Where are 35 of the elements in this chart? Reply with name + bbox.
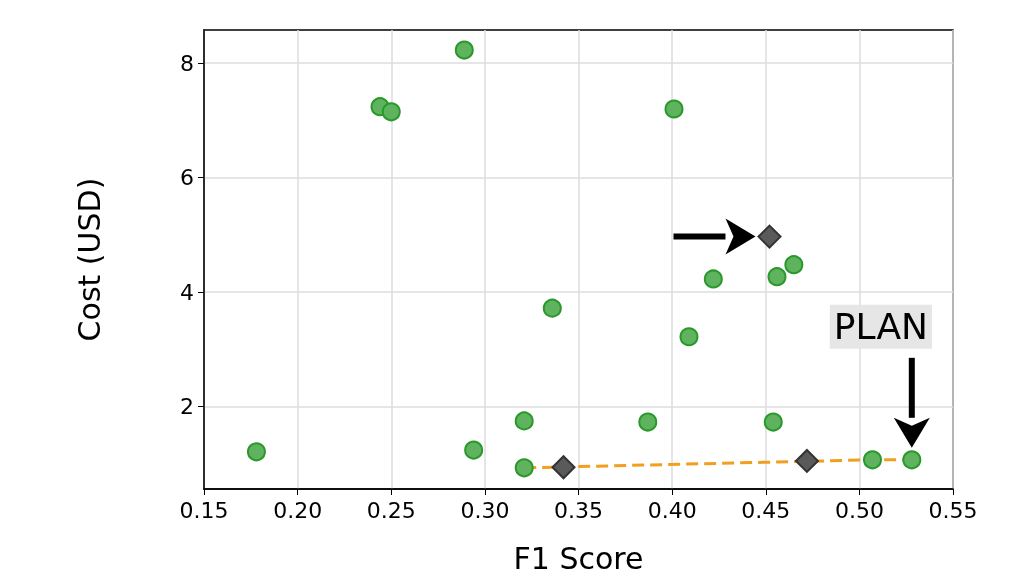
- point: [542, 298, 562, 318]
- point: [784, 255, 804, 275]
- y-tick-label: 2: [180, 394, 194, 420]
- point: [794, 448, 819, 473]
- point: [246, 442, 266, 462]
- point: [664, 99, 684, 119]
- y-axis-title: Cost (USD): [71, 177, 107, 342]
- point: [514, 411, 534, 431]
- x-tick-label: 0.35: [554, 497, 603, 523]
- point: [703, 269, 723, 289]
- point: [514, 458, 534, 478]
- x-tick-label: 0.15: [179, 497, 229, 523]
- point: [902, 450, 922, 470]
- x-tick-label: 0.45: [741, 497, 791, 523]
- x-tick-label: 0.25: [366, 497, 416, 523]
- point: [863, 450, 882, 470]
- y-tick-label: 6: [180, 165, 194, 191]
- point: [551, 455, 576, 480]
- y-tick-label: 8: [180, 50, 194, 76]
- x-axis-title: F1 Score: [513, 540, 644, 576]
- y-tick-label: 4: [180, 279, 194, 305]
- point: [454, 40, 474, 60]
- x-tick-label: 0.30: [460, 497, 510, 523]
- point: [381, 102, 401, 122]
- point: [767, 267, 787, 287]
- point: [763, 412, 783, 432]
- x-tick-label: 0.20: [273, 497, 323, 523]
- annotation: PLAN: [833, 306, 928, 348]
- x-tick-label: 0.55: [928, 497, 978, 523]
- x-tick-label: 0.50: [834, 497, 884, 523]
- point: [638, 412, 658, 432]
- point: [757, 224, 782, 249]
- x-tick-label: 0.40: [647, 497, 697, 523]
- point: [679, 327, 699, 347]
- point: [464, 440, 484, 460]
